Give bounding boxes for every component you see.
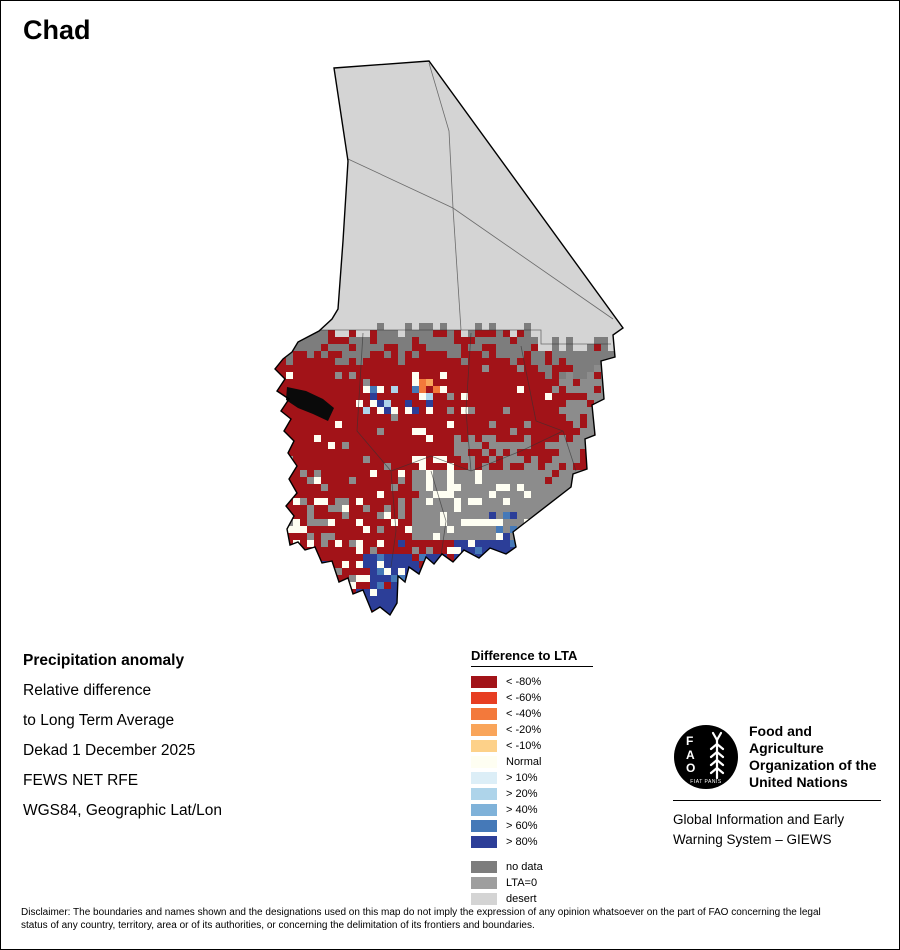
legend-swatch <box>471 861 497 873</box>
legend-item-label: > 20% <box>506 788 538 800</box>
legend-swatch <box>471 877 497 889</box>
legend-items: < -80% < -60% < -40% < -20% < -10% Normal > 10… <box>471 674 593 850</box>
legend-swatch <box>471 740 497 752</box>
legend-swatch <box>471 893 497 905</box>
legend-item: > 60% <box>471 818 593 834</box>
legend-item: < -60% <box>471 690 593 706</box>
legend-swatch <box>471 676 497 688</box>
admin-boundaries <box>294 62 614 568</box>
wheat-icon <box>709 731 725 780</box>
text-line: Warning System – GIEWS <box>673 832 832 847</box>
admin-boundary-line <box>452 207 462 331</box>
legend-item: LTA=0 <box>471 875 593 891</box>
admin-boundary-line <box>520 345 577 472</box>
legend-swatch <box>471 772 497 784</box>
text-line: Dekad 1 December 2025 <box>23 742 196 759</box>
legend-item: > 10% <box>471 770 593 786</box>
legend-item: < -40% <box>471 706 593 722</box>
legend-item-label: < -10% <box>506 740 542 752</box>
legend-swatch <box>471 820 497 832</box>
legend-item: desert <box>471 891 593 907</box>
admin-boundary-line <box>294 329 611 345</box>
legend-item: no data <box>471 859 593 875</box>
legend-item-label: Normal <box>506 756 542 768</box>
legend-item-label: no data <box>506 861 543 873</box>
text-line: Organization of the <box>749 757 877 773</box>
text-line: Global Information and Early <box>673 812 845 827</box>
legend-item-label: > 80% <box>506 836 538 848</box>
legend-item: > 20% <box>471 786 593 802</box>
legend-item: > 80% <box>471 834 593 850</box>
admin-boundary-line <box>465 332 472 472</box>
legend-item: Normal <box>471 754 593 770</box>
text-line: United Nations <box>749 774 848 790</box>
admin-boundary-line <box>428 62 454 209</box>
legend-item-label: LTA=0 <box>506 877 538 889</box>
giews-text: Global Information and Early Warning Syst… <box>673 810 844 850</box>
legend-swatch <box>471 788 497 800</box>
legend-item-label: < -20% <box>506 724 542 736</box>
legend-item: > 40% <box>471 802 593 818</box>
legend-swatch <box>471 724 497 736</box>
fao-logo-motto: FIAT PANIS <box>690 779 722 785</box>
legend-item: < -80% <box>471 674 593 690</box>
legend-item-label: > 40% <box>506 804 538 816</box>
legend-item-label: > 10% <box>506 772 538 784</box>
lake-chad <box>286 387 334 421</box>
map-info: Precipitation anomaly Relative differenc… <box>23 646 222 826</box>
legend-swatch <box>471 708 497 720</box>
text-line: FEWS NET RFE <box>23 772 139 789</box>
map-info-heading: Precipitation anomaly <box>23 652 185 669</box>
map-info-lines: Relative difference to Long Term Average D… <box>23 676 222 826</box>
legend-item-label: < -40% <box>506 708 542 720</box>
legend-item-label: < -60% <box>506 692 542 704</box>
legend: Difference to LTA < -80% < -60% < -40% < -2… <box>471 647 594 907</box>
text-line: WGS84, Geographic Lat/Lon <box>23 802 223 819</box>
admin-boundary-line <box>430 470 447 557</box>
disclaimer: Disclaimer: The boundaries and names sho… <box>21 907 821 931</box>
footer-divider <box>673 800 881 801</box>
legend-item-label: < -80% <box>506 676 542 688</box>
page-title: Chad <box>23 15 91 45</box>
fao-block: FAO FIAT PANIS Food and Agriculture Organ… <box>673 723 887 791</box>
legend-item-label: > 60% <box>506 820 538 832</box>
fao-logo-letters: FAO <box>686 734 696 775</box>
precipitation-raster <box>275 323 623 615</box>
fao-name: Food and Agriculture Organization of the U… <box>749 723 887 791</box>
legend-swatch <box>471 756 497 768</box>
legend-item-label: desert <box>506 893 537 905</box>
legend-item: < -10% <box>471 738 593 754</box>
legend-swatch <box>471 692 497 704</box>
fao-emblem-icon <box>674 725 738 789</box>
legend-swatch <box>471 836 497 848</box>
fao-logo: FAO FIAT PANIS <box>673 724 739 790</box>
legend-item: < -20% <box>471 722 593 738</box>
text-line: Relative difference <box>23 682 152 699</box>
text-line: Food and Agriculture <box>749 723 824 756</box>
legend-swatch <box>471 804 497 816</box>
text-line: to Long Term Average <box>23 712 175 729</box>
legend-extra-items: no data LTA=0 desert <box>471 859 593 907</box>
legend-title: Difference to LTA <box>471 648 594 667</box>
